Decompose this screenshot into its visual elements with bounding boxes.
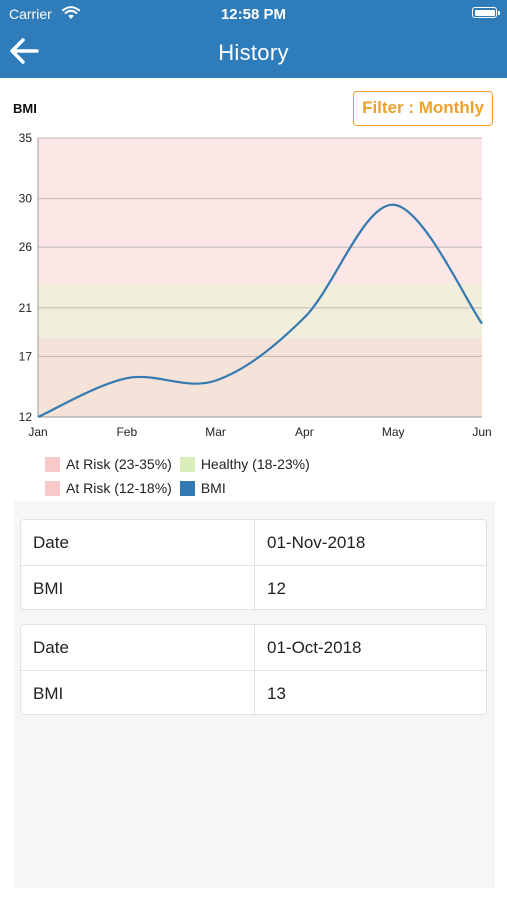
bmi-value: 13 [267,684,286,703]
y-tick-label: 26 [19,240,33,254]
history-list: Date 01-Nov-2018 BMI 12 Date 01-Oct-2018… [14,501,495,888]
wifi-icon [62,6,80,25]
chart-legend: At Risk (23-35%) Healthy (18-23%) At Ris… [45,452,318,500]
legend-swatch [45,480,60,496]
date-value: 01-Oct-2018 [267,638,362,657]
chart-band [38,138,482,284]
x-tick-label: Mar [205,425,226,439]
date-label: Date [33,638,69,657]
carrier-label: Carrier [9,6,52,22]
y-tick-label: 12 [19,410,33,424]
bmi-label: BMI [33,684,64,703]
y-tick-label: 35 [19,131,33,145]
legend-swatch [45,456,60,472]
page-title: History [218,40,289,65]
chart-title: BMI [13,101,37,116]
chart-band [38,338,482,417]
bmi-label: BMI [33,579,64,598]
legend-bmi: BMI [179,480,226,496]
y-tick-label: 17 [19,349,33,363]
filter-button[interactable]: Filter : Monthly [353,91,493,126]
history-record[interactable]: Date 01-Oct-2018 BMI 13 [20,624,487,716]
bmi-value: 12 [267,579,286,598]
record-row-bmi: BMI 12 [21,565,486,611]
history-record[interactable]: Date 01-Nov-2018 BMI 12 [20,519,487,611]
legend-at-risk-low: At Risk (12-18%) [45,480,172,496]
y-tick-label: 21 [19,301,33,315]
x-tick-label: Apr [295,425,314,439]
battery-icon [472,7,500,18]
legend-at-risk-high: At Risk (23-35%) [45,456,172,472]
record-row-date: Date 01-Nov-2018 [21,520,486,565]
navigation-bar: History [0,28,507,78]
back-button[interactable] [6,36,42,70]
x-tick-label: Jun [472,425,491,439]
status-bar: Carrier 12:58 PM [0,0,507,28]
date-label: Date [33,533,69,552]
x-tick-label: May [382,425,405,439]
series-line-bmi [37,203,483,419]
x-tick-label: Feb [116,425,137,439]
status-time: 12:58 PM [220,6,287,23]
date-value: 01-Nov-2018 [267,533,366,552]
y-tick-label: 30 [19,192,33,206]
chart-band [38,283,482,339]
legend-swatch [179,456,195,472]
arrow-left-icon [9,37,39,69]
legend-swatch [179,480,195,496]
legend-healthy: Healthy (18-23%) [179,456,310,472]
record-row-date: Date 01-Oct-2018 [21,625,486,670]
x-tick-label: Jan [28,425,47,439]
bmi-chart: 12 17 21 26 30 35 Jan Feb Mar Apr May Jun [19,131,492,439]
record-row-bmi: BMI 13 [21,670,486,716]
